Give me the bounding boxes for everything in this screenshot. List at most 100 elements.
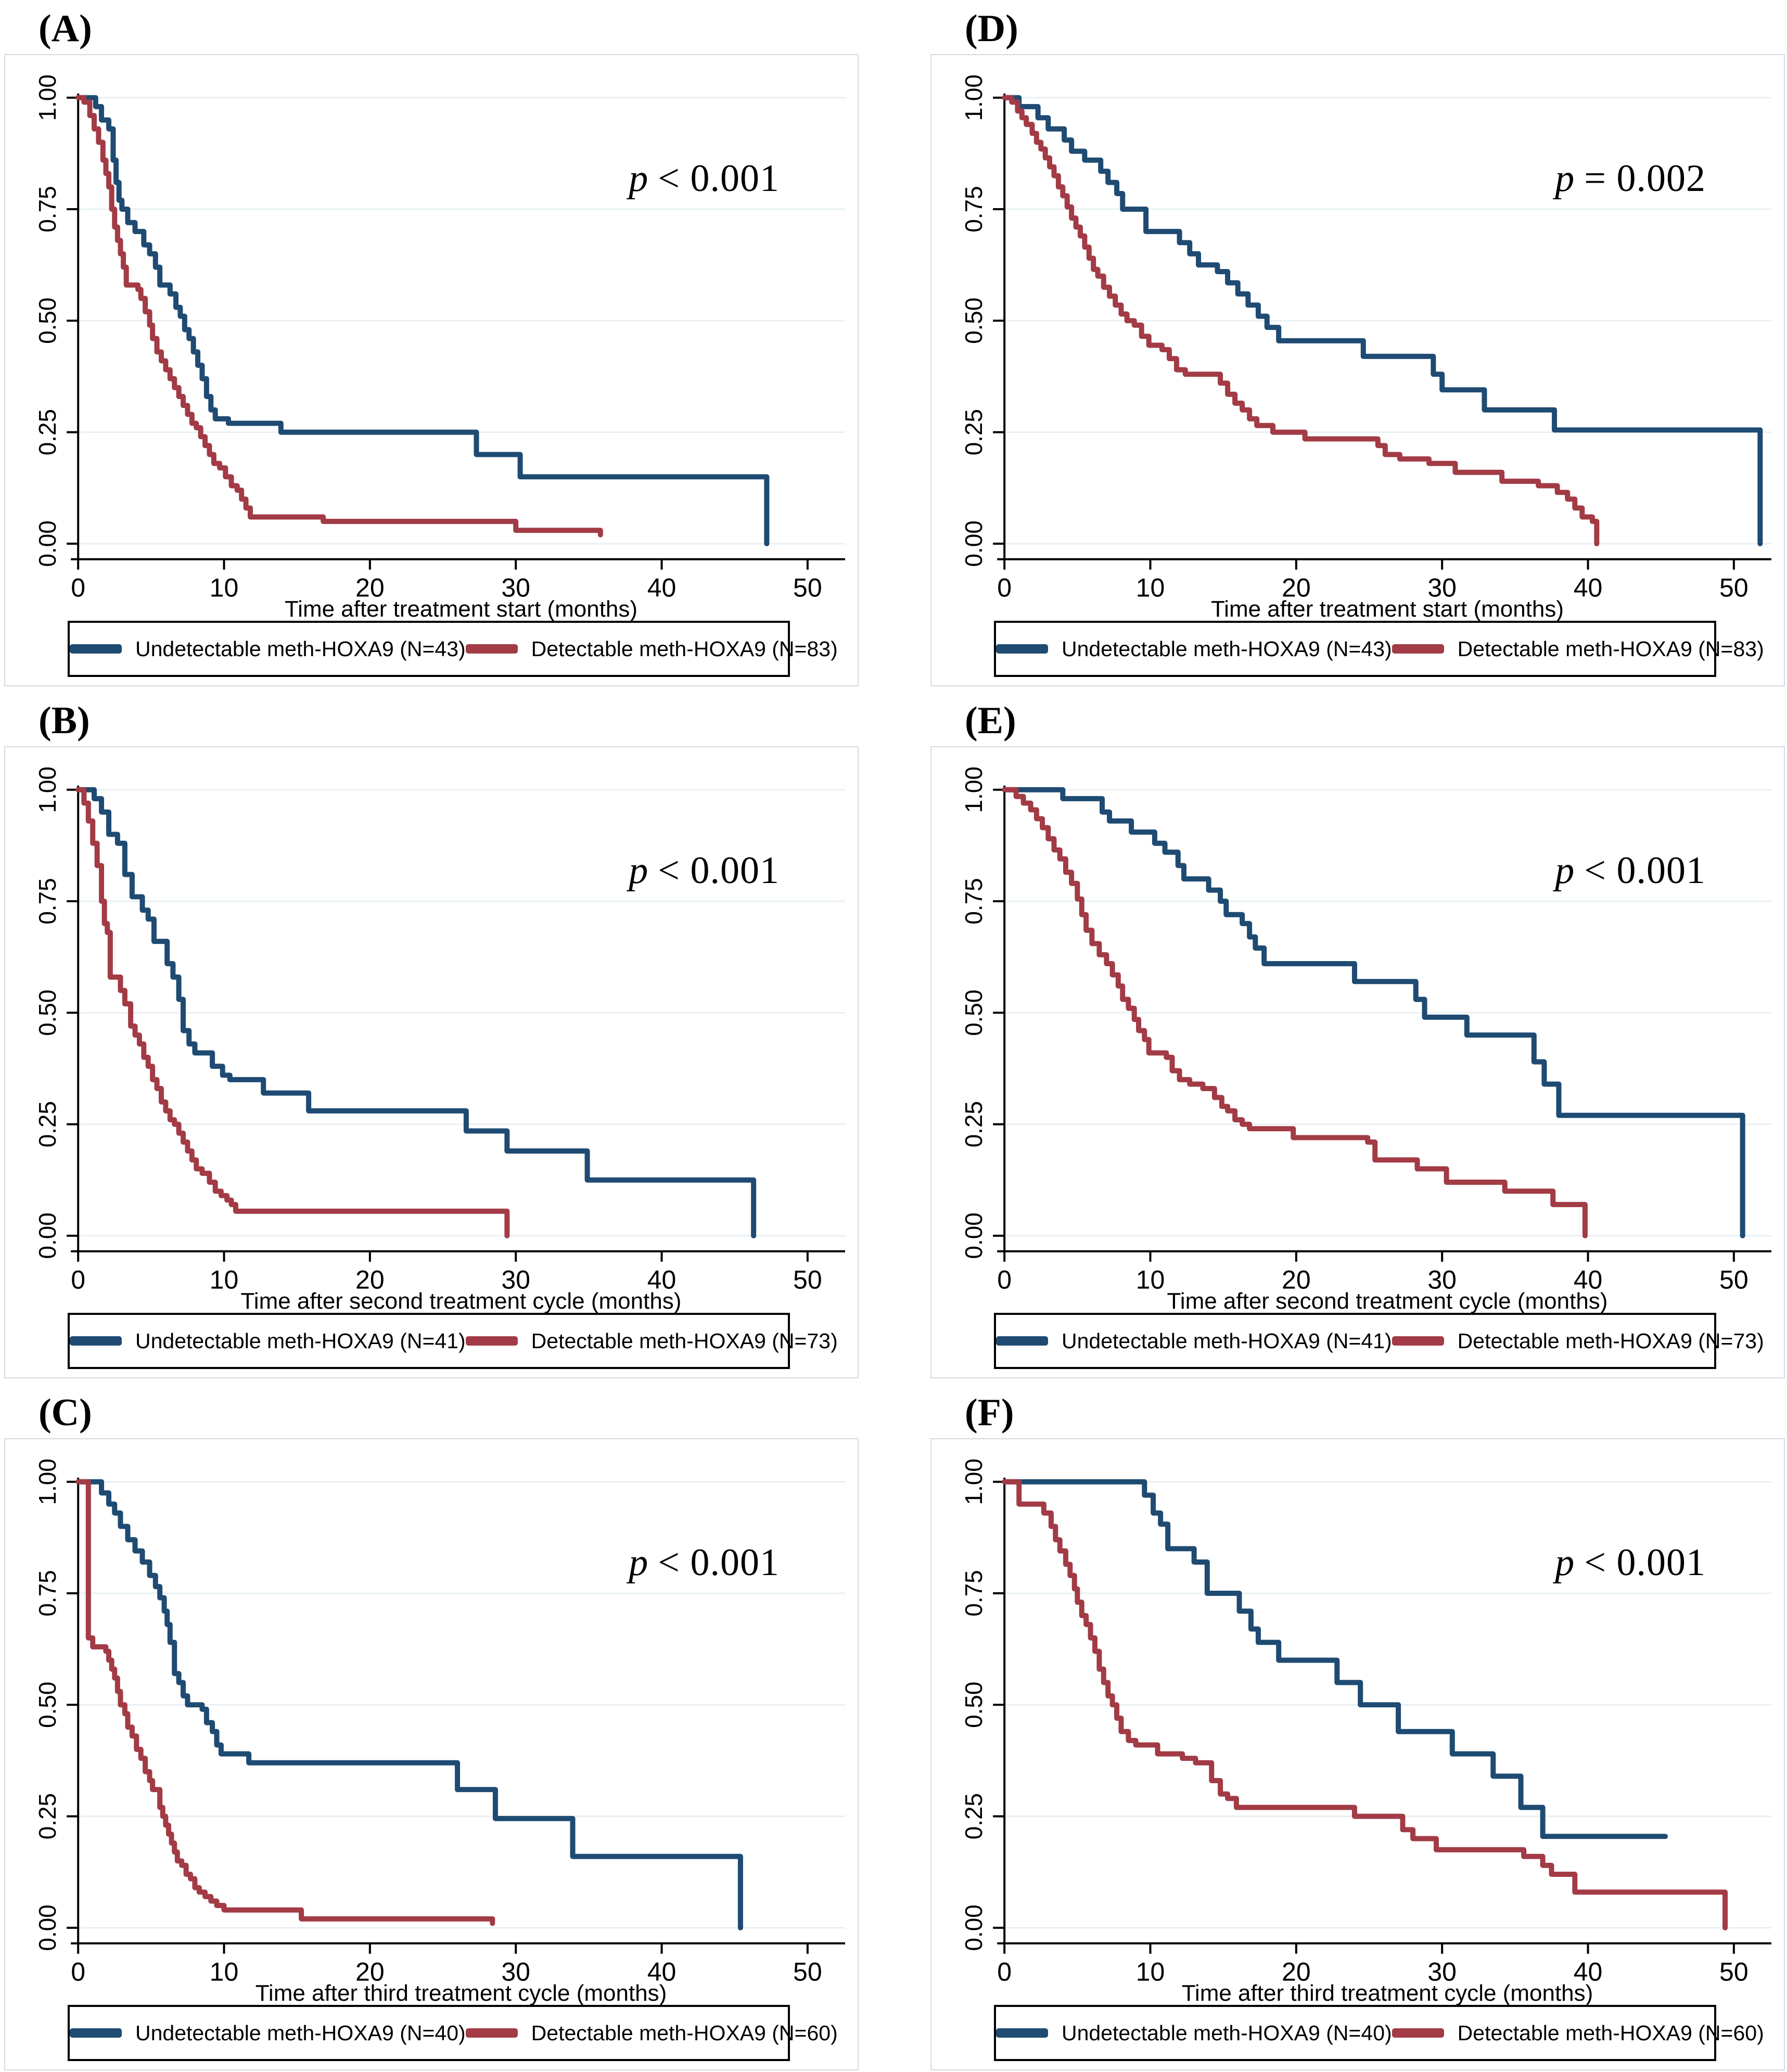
svg-text:50: 50 [793,1958,822,1987]
svg-text:0.00: 0.00 [34,1904,61,1951]
svg-text:1.00: 1.00 [34,74,61,121]
legend-swatch-detectable [465,1336,518,1346]
legend-label: Undetectable meth-HOXA9 (N=43) [1062,636,1392,661]
panel-a: (A) 0.00 0.25 0.50 0.75 1.00 0 10 20 30 40 50 p < 0… [4,6,859,688]
legend-label: Detectable meth-HOXA9 (N=60) [531,2020,838,2045]
p-value-symbol: p [1555,157,1575,200]
panel-label: (E) [965,699,1016,742]
svg-text:50: 50 [1719,1265,1748,1295]
svg-text:0.00: 0.00 [960,1212,987,1259]
legend-swatch-undetectable [70,644,122,654]
p-value-annotation: p < 0.001 [1555,1541,1706,1585]
x-axis-label: Time after treatment start (months) [284,596,638,622]
legend: Undetectable meth-HOXA9 (N=40) Detectabl… [994,2005,1764,2061]
legend-swatch-undetectable [996,2028,1048,2038]
svg-text:50: 50 [1719,1958,1748,1987]
legend-swatch-detectable [465,644,518,654]
svg-text:0.25: 0.25 [34,409,61,455]
svg-text:0: 0 [71,573,85,603]
svg-text:0.50: 0.50 [34,990,61,1036]
legend-swatch-detectable [1392,644,1444,654]
x-axis-label: Time after third treatment cycle (months… [1181,1980,1593,2006]
svg-text:0.75: 0.75 [34,878,61,924]
svg-text:0.75: 0.75 [34,186,61,232]
x-axis-label: Time after second treatment cycle (month… [1167,1288,1608,1314]
p-value-symbol: p [1555,849,1575,892]
svg-text:0.75: 0.75 [960,186,987,232]
svg-text:20: 20 [355,573,385,603]
svg-text:50: 50 [793,1265,822,1295]
legend: Undetectable meth-HOXA9 (N=41) Detectabl… [68,1313,838,1369]
legend: Undetectable meth-HOXA9 (N=40) Detectabl… [68,2005,838,2061]
svg-text:0.00: 0.00 [960,1904,987,1951]
p-value-symbol: p [1555,1541,1575,1584]
legend-item-undetectable: Undetectable meth-HOXA9 (N=43) [70,637,466,661]
legend-swatch-undetectable [996,1336,1048,1346]
p-value-text: < 0.001 [658,849,780,892]
svg-text:0.00: 0.00 [34,520,61,567]
legend-label: Detectable meth-HOXA9 (N=73) [531,1328,838,1353]
x-axis-label: Time after third treatment cycle (months… [255,1980,667,2006]
svg-text:0.50: 0.50 [34,1682,61,1728]
svg-text:0.50: 0.50 [960,298,987,344]
svg-text:30: 30 [501,1958,530,1987]
legend-label: Undetectable meth-HOXA9 (N=43) [135,636,466,661]
legend-label: Detectable meth-HOXA9 (N=73) [1457,1328,1764,1353]
p-value-annotation: p < 0.001 [629,1541,780,1585]
panel-label: (F) [965,1391,1014,1434]
legend-label: Detectable meth-HOXA9 (N=83) [1457,636,1764,661]
svg-text:0: 0 [997,1265,1012,1295]
svg-text:1.00: 1.00 [960,74,987,121]
svg-text:0.75: 0.75 [960,878,987,924]
svg-text:0: 0 [71,1958,85,1987]
legend-item-undetectable: Undetectable meth-HOXA9 (N=41) [996,1329,1392,1353]
km-plot: 0.00 0.25 0.50 0.75 1.00 0 10 20 30 40 50 [34,74,845,603]
legend-item-undetectable: Undetectable meth-HOXA9 (N=40) [70,2021,466,2045]
svg-text:40: 40 [1574,573,1603,603]
legend-label: Detectable meth-HOXA9 (N=83) [531,636,838,661]
svg-text:1.00: 1.00 [34,1459,61,1505]
x-axis-label: Time after second treatment cycle (month… [240,1288,682,1314]
svg-text:0.25: 0.25 [960,409,987,455]
legend-item-detectable: Detectable meth-HOXA9 (N=73) [465,1328,838,1353]
svg-text:20: 20 [355,1265,385,1295]
km-chart-panel: 0.00 0.25 0.50 0.75 1.00 0 10 20 30 40 50 p < 0.001… [4,746,859,1378]
panel-c: (C) 0.00 0.25 0.50 0.75 1.00 0 10 20 30 40 50 p < 0… [4,1390,859,2072]
svg-text:0: 0 [997,1958,1012,1987]
legend-label: Undetectable meth-HOXA9 (N=41) [135,1328,466,1353]
svg-text:1.00: 1.00 [34,766,61,813]
panel-e: (E) 0.00 0.25 0.50 0.75 1.00 0 10 20 30 40 50 p < 0… [930,698,1785,1380]
svg-text:0.50: 0.50 [34,298,61,344]
svg-text:50: 50 [793,573,822,603]
legend-swatch-undetectable [70,2028,122,2038]
svg-text:0.00: 0.00 [960,520,987,567]
panel-d: (D) 0.00 0.25 0.50 0.75 1.00 0 10 20 30 40 50 p = 0… [930,6,1785,688]
legend-swatch-undetectable [996,644,1048,654]
svg-text:40: 40 [647,1265,676,1295]
svg-text:10: 10 [1136,573,1165,603]
panel-label: (A) [39,7,92,50]
p-value-text: < 0.001 [1584,1541,1706,1584]
svg-text:30: 30 [1427,1958,1457,1987]
x-axis-label: Time after treatment start (months) [1210,596,1564,622]
svg-text:0.75: 0.75 [34,1570,61,1616]
km-plot: 0.00 0.25 0.50 0.75 1.00 0 10 20 30 40 50 [960,766,1771,1295]
svg-text:40: 40 [647,1958,676,1987]
legend-item-detectable: Detectable meth-HOXA9 (N=73) [1392,1329,1764,1353]
legend-item-undetectable: Undetectable meth-HOXA9 (N=43) [996,637,1392,661]
svg-text:40: 40 [1574,1958,1603,1987]
legend-label: Undetectable meth-HOXA9 (N=41) [1062,1328,1392,1353]
svg-text:0.00: 0.00 [34,1212,61,1259]
svg-text:0.25: 0.25 [34,1793,61,1839]
svg-text:10: 10 [210,1265,239,1295]
km-plot: 0.00 0.25 0.50 0.75 1.00 0 10 20 30 40 50 [34,766,845,1295]
legend-item-detectable: Detectable meth-HOXA9 (N=60) [465,2020,838,2045]
svg-text:40: 40 [647,573,676,603]
km-chart-panel: 0.00 0.25 0.50 0.75 1.00 0 10 20 30 40 50 p < 0.001… [4,54,859,686]
panel-f: (F) 0.00 0.25 0.50 0.75 1.00 0 10 20 30 40 50 p < 0… [930,1390,1785,2072]
svg-text:30: 30 [1427,573,1457,603]
legend-swatch-detectable [1392,2028,1444,2038]
legend-item-detectable: Detectable meth-HOXA9 (N=83) [465,636,838,661]
km-chart-panel: 0.00 0.25 0.50 0.75 1.00 0 10 20 30 40 50 p < 0.001… [930,746,1785,1378]
